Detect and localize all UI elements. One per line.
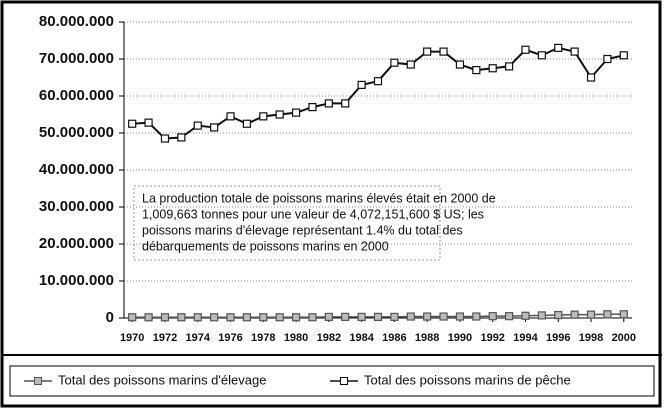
data-point [226, 313, 235, 322]
data-point [242, 313, 252, 322]
legend-marker [340, 377, 348, 385]
data-point [259, 112, 268, 121]
data-point [423, 312, 432, 321]
x-tick-label: 1972 [153, 332, 177, 344]
data-point [291, 108, 301, 117]
x-tick-label: 1982 [317, 332, 341, 344]
data-point [619, 310, 628, 319]
data-point [406, 60, 415, 69]
data-point [324, 99, 333, 108]
data-point [455, 60, 465, 69]
data-point [193, 121, 202, 130]
x-tick-label: 1988 [415, 332, 439, 344]
data-point [554, 310, 563, 320]
data-point [537, 51, 546, 60]
x-tick-label: 1978 [251, 332, 275, 344]
data-point [521, 45, 530, 54]
data-point [373, 312, 383, 321]
data-point [242, 119, 252, 128]
x-tick-label: 2000 [612, 332, 636, 344]
x-tick-label: 1980 [284, 332, 308, 344]
y-tick-label: 50.000.000 [39, 124, 114, 141]
data-point [210, 123, 219, 132]
data-point [603, 54, 612, 64]
data-point [504, 62, 514, 71]
data-point [488, 312, 497, 321]
x-tick-label: 1986 [382, 332, 406, 344]
x-tick-label: 1998 [579, 332, 603, 344]
x-tick-label: 1974 [185, 332, 210, 344]
data-point [455, 312, 465, 321]
legend-label: Total des poissons marins d'élevage [58, 372, 266, 387]
data-point [160, 134, 170, 143]
y-tick-label: 30.000.000 [39, 198, 114, 215]
data-point [357, 312, 366, 321]
y-tick-label: 70.000.000 [39, 50, 114, 67]
data-point [406, 312, 415, 321]
data-point [128, 313, 137, 322]
y-tick-label: 40.000.000 [39, 161, 114, 178]
data-point [423, 47, 432, 56]
data-point [570, 47, 579, 56]
y-tick-label: 20.000.000 [39, 235, 114, 252]
x-tick-label: 1984 [349, 332, 374, 344]
y-tick-label: 60.000.000 [39, 87, 114, 104]
data-point [570, 310, 579, 319]
data-point [603, 310, 612, 319]
annotation-box [133, 185, 441, 261]
x-tick-label: 1992 [480, 332, 504, 344]
data-point [226, 112, 235, 121]
data-point [144, 313, 153, 322]
data-point [439, 312, 448, 321]
data-point [586, 73, 596, 82]
data-point [341, 312, 350, 321]
x-tick-label: 1976 [218, 332, 242, 344]
data-point [472, 312, 481, 321]
data-point [554, 43, 563, 53]
data-point [488, 64, 497, 73]
data-point [357, 80, 366, 90]
data-point [341, 99, 350, 108]
legend-label: Total des poissons marins de pêche [364, 372, 571, 387]
data-point [324, 312, 333, 321]
y-tick-label: 80.000.000 [39, 13, 114, 30]
data-point [308, 102, 317, 112]
legend-marker [34, 377, 42, 385]
data-point [472, 65, 481, 75]
x-tick-label: 1970 [120, 332, 144, 344]
data-point [586, 310, 596, 319]
annotation-line: débarquements de poissons marins en 2000 [142, 239, 389, 253]
data-point [177, 133, 186, 142]
data-point [373, 77, 383, 86]
data-point [521, 311, 530, 320]
data-point [177, 313, 186, 322]
data-point [291, 313, 301, 322]
x-tick-label: 1996 [546, 332, 570, 344]
annotation-line: 1,009,663 tonnes pour une valeur de 4,07… [142, 207, 484, 221]
data-point [619, 51, 628, 60]
y-tick-label: 10.000.000 [39, 272, 114, 289]
data-point [275, 110, 284, 119]
data-point [259, 313, 268, 322]
data-point [193, 313, 202, 322]
data-point [504, 312, 514, 321]
data-point [210, 313, 219, 322]
data-point [390, 58, 399, 67]
data-point [439, 47, 448, 56]
data-point [308, 313, 317, 322]
annotation-line: poissons marins d'élevage représentant 1… [142, 223, 463, 237]
data-point [160, 313, 170, 322]
data-point [128, 119, 137, 128]
data-point [144, 118, 153, 127]
data-point [275, 313, 284, 322]
data-point [390, 312, 399, 321]
y-tick-label: 0 [106, 309, 114, 326]
data-point [537, 311, 546, 320]
x-tick-label: 1994 [513, 332, 538, 344]
x-tick-label: 1990 [448, 332, 472, 344]
annotation-line: La production totale de poissons marins … [142, 191, 496, 205]
